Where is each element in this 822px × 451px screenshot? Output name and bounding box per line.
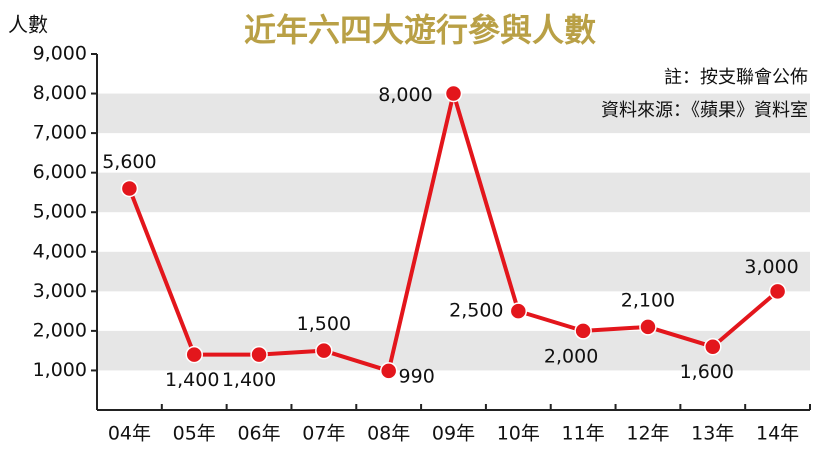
point <box>185 345 203 364</box>
data-label: 1,600 <box>680 361 734 383</box>
point <box>509 302 528 320</box>
data-label: 1,500 <box>297 313 351 335</box>
point <box>379 362 398 380</box>
x-tick-label: 05年 <box>173 423 216 445</box>
x-tick-label: 13年 <box>691 423 734 445</box>
data-label: 990 <box>399 365 435 387</box>
x-tick-label: 09年 <box>432 423 475 445</box>
data-label: 2,100 <box>621 289 675 311</box>
point <box>120 179 139 198</box>
point <box>639 318 657 336</box>
x-tick-label: 08年 <box>367 423 410 445</box>
x-tick-label: 04年 <box>108 423 151 445</box>
data-label: 1,400 <box>222 369 276 391</box>
x-tick-label: 12年 <box>626 423 669 445</box>
annotation: 註：按支聯會公佈 <box>664 67 808 88</box>
point <box>574 322 592 340</box>
y-tick-label: 2,000 <box>33 319 87 341</box>
grid-band <box>97 251 810 292</box>
point <box>768 282 787 301</box>
x-tick-label: 14年 <box>756 423 799 445</box>
data-label: 1,400 <box>165 369 219 391</box>
x-tick-label: 11年 <box>562 423 605 445</box>
data-label: 3,000 <box>744 256 798 278</box>
data-label: 2,000 <box>544 345 598 367</box>
y-tick-label: 3,000 <box>33 280 87 302</box>
data-label: 5,600 <box>102 151 156 173</box>
line <box>127 91 779 373</box>
x-tick-label: 06年 <box>237 423 280 445</box>
y-tick-label: 7,000 <box>33 122 87 144</box>
annotation: 資料來源：《蘋果》資料室 <box>601 100 808 121</box>
grid-band <box>97 172 810 213</box>
data-label: 2,500 <box>449 300 503 322</box>
point <box>444 84 463 103</box>
x-tick-label: 07年 <box>302 423 345 445</box>
y-tick-label: 8,000 <box>33 82 87 104</box>
y-tick-label: 4,000 <box>33 240 87 262</box>
chart-title: 近年六四大遊行參與人數 <box>244 11 596 49</box>
data-label: 8,000 <box>378 84 432 106</box>
y-axis-label: 人數 <box>8 13 48 37</box>
x-tick-label: 10年 <box>497 423 540 445</box>
y-tick-label: 5,000 <box>33 201 87 223</box>
point <box>315 341 333 360</box>
point <box>250 345 268 364</box>
y-tick-label: 1,000 <box>33 359 87 381</box>
grid-band <box>97 330 810 371</box>
point <box>704 337 722 356</box>
y-tick-label: 6,000 <box>33 161 87 183</box>
y-tick-label: 9,000 <box>33 43 87 65</box>
